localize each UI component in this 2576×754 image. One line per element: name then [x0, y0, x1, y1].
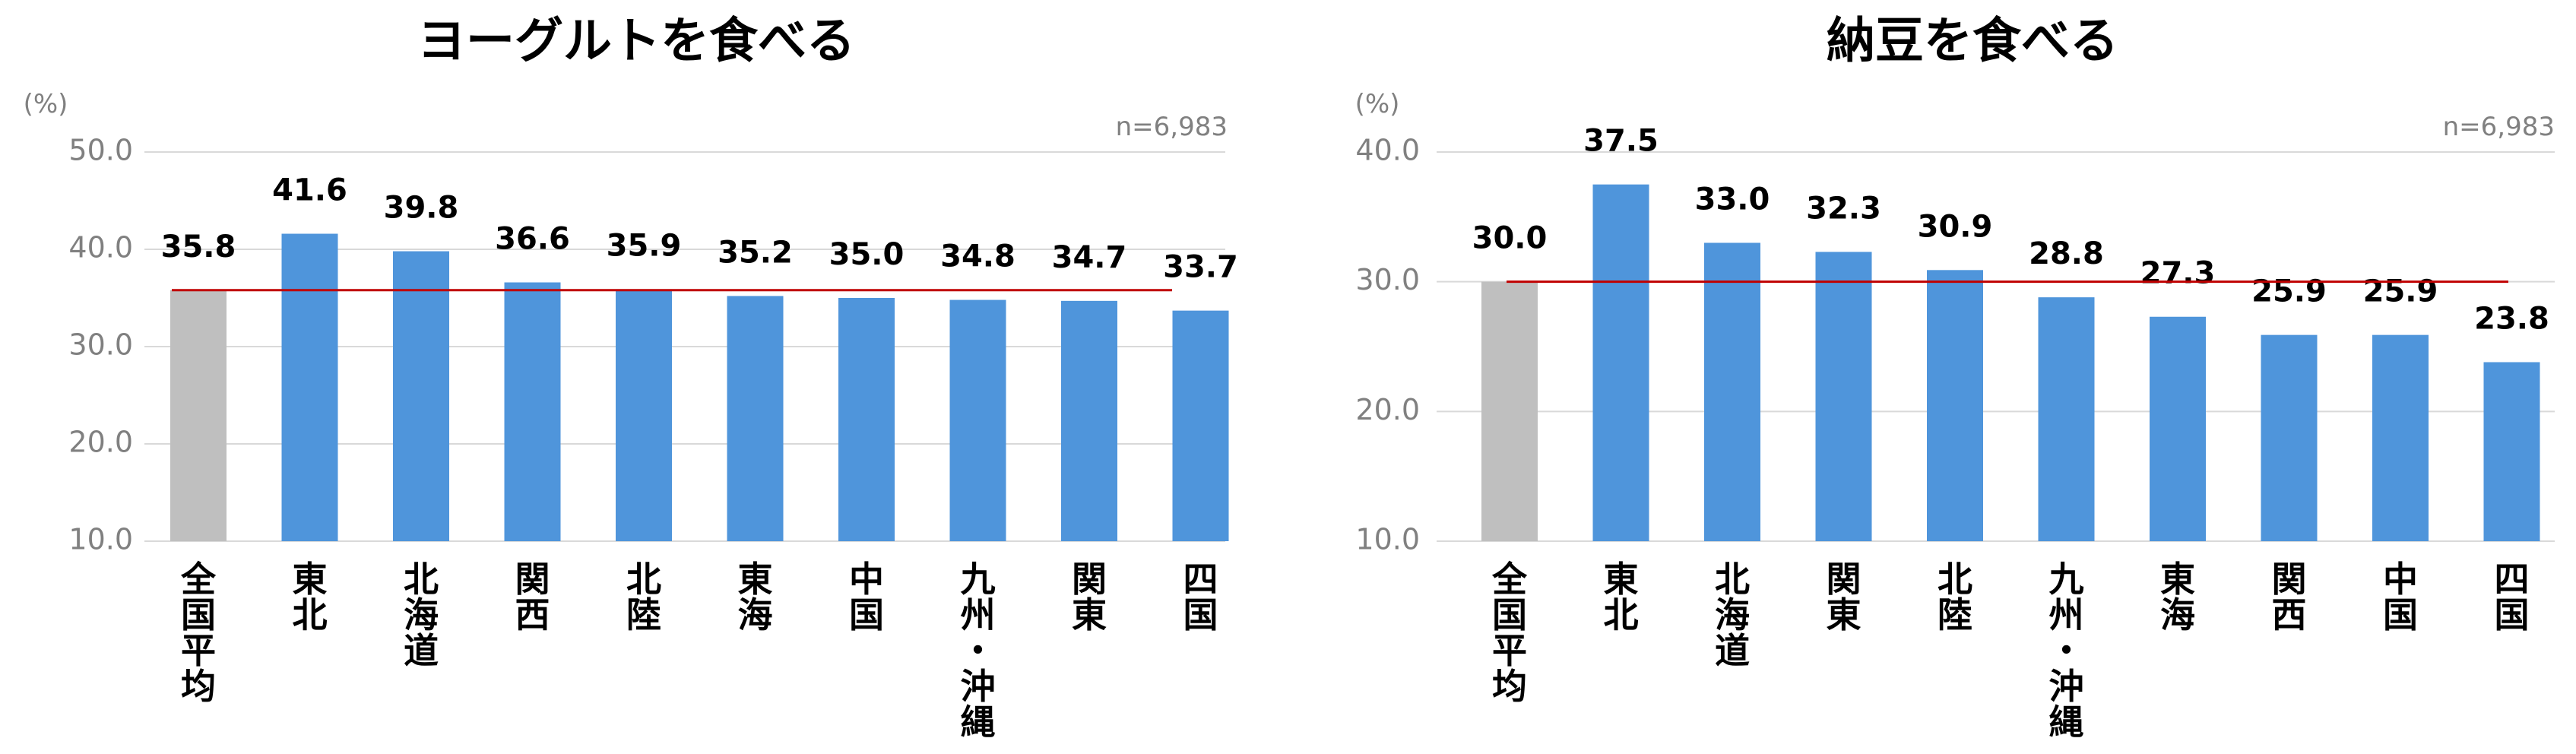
category-label: 九州・沖縄	[2049, 559, 2084, 743]
chart-title: ヨーグルトを食べる	[417, 14, 855, 70]
data-label: 34.7	[1052, 240, 1127, 275]
data-label: 30.0	[1472, 221, 1548, 256]
y-tick-label: 10.0	[68, 523, 133, 556]
bar	[2150, 316, 2206, 541]
bar	[1592, 184, 1649, 541]
data-label: 39.8	[384, 191, 459, 226]
category-label: 全国平均	[1491, 559, 1528, 707]
data-label: 35.8	[161, 230, 236, 265]
data-label: 27.3	[2140, 256, 2216, 291]
bar	[1172, 310, 1229, 541]
y-tick-label: 20.0	[1355, 393, 1420, 426]
data-label: 35.0	[829, 237, 905, 272]
data-label: 34.8	[940, 239, 1016, 274]
category-label: 九州・沖縄	[961, 559, 996, 743]
y-tick-label: 30.0	[68, 328, 133, 362]
category-label: 北海道	[404, 559, 439, 671]
bar	[2483, 362, 2540, 541]
category-label: 北海道	[1715, 559, 1750, 671]
data-label: 41.6	[272, 173, 347, 208]
bar	[1815, 252, 1872, 541]
bar	[281, 233, 338, 541]
chart-title: 納豆を食べる	[1827, 14, 2118, 70]
y-tick-label: 10.0	[1355, 523, 1420, 556]
data-label: 23.8	[2474, 301, 2549, 336]
bar	[393, 251, 449, 541]
yogurt-chart: ヨーグルトを食べる (%) n=6,983 10.0 20.0 30.0 40.0 50.0 3…	[24, 14, 1238, 743]
category-label: 中国	[2383, 559, 2418, 635]
bar	[2038, 297, 2095, 541]
y-tick-label: 20.0	[68, 426, 133, 459]
bar	[1704, 242, 1760, 541]
y-tick-label: 50.0	[68, 134, 133, 167]
data-label: 36.6	[495, 222, 570, 257]
bar	[1927, 270, 1983, 541]
category-label: 北陸	[626, 559, 661, 635]
category-label: 東北	[293, 559, 328, 635]
data-label: 25.9	[2363, 274, 2438, 309]
category-label: 関東	[1827, 559, 1862, 635]
bar	[1061, 300, 1117, 541]
category-label: 関西	[515, 559, 550, 635]
sample-size-note: n=6,983	[2443, 112, 2555, 142]
y-unit-label: (%)	[1355, 89, 1400, 119]
data-label: 35.2	[718, 235, 793, 270]
data-label: 32.3	[1806, 191, 1881, 226]
bar	[504, 282, 561, 541]
y-unit-label: (%)	[24, 89, 68, 119]
bar	[2372, 334, 2429, 541]
category-label: 東海	[2160, 559, 2195, 635]
category-label: 関東	[1072, 559, 1107, 635]
category-label: 東北	[1604, 559, 1639, 635]
sample-size-note: n=6,983	[1116, 112, 1228, 142]
bar-national-average	[170, 290, 227, 541]
natto-chart: 納豆を食べる (%) n=6,983 10.0 20.0 30.0 40.0 30.0 全国平均…	[1355, 14, 2555, 743]
y-tick-label: 40.0	[1355, 134, 1420, 167]
category-label: 四国	[2495, 559, 2530, 635]
data-label: 35.9	[607, 228, 682, 263]
bar	[838, 298, 895, 541]
category-label: 北陸	[1938, 559, 1972, 635]
bar	[949, 299, 1006, 541]
category-label: 関西	[2272, 559, 2307, 635]
bar	[2261, 334, 2318, 541]
bar	[616, 289, 672, 541]
category-label: 四国	[1183, 559, 1218, 635]
category-label: 東海	[738, 559, 773, 635]
data-label: 37.5	[1583, 124, 1659, 159]
data-label: 33.7	[1163, 250, 1238, 285]
data-label: 30.9	[1918, 209, 1993, 244]
data-label: 28.8	[2029, 236, 2104, 271]
bar-national-average	[1481, 281, 1538, 541]
data-label: 25.9	[2251, 274, 2327, 309]
y-tick-label: 40.0	[68, 231, 133, 265]
y-tick-label: 30.0	[1355, 263, 1420, 296]
category-label: 中国	[849, 559, 884, 635]
bar	[727, 296, 784, 541]
data-label: 33.0	[1695, 182, 1770, 217]
category-label: 全国平均	[180, 559, 217, 707]
